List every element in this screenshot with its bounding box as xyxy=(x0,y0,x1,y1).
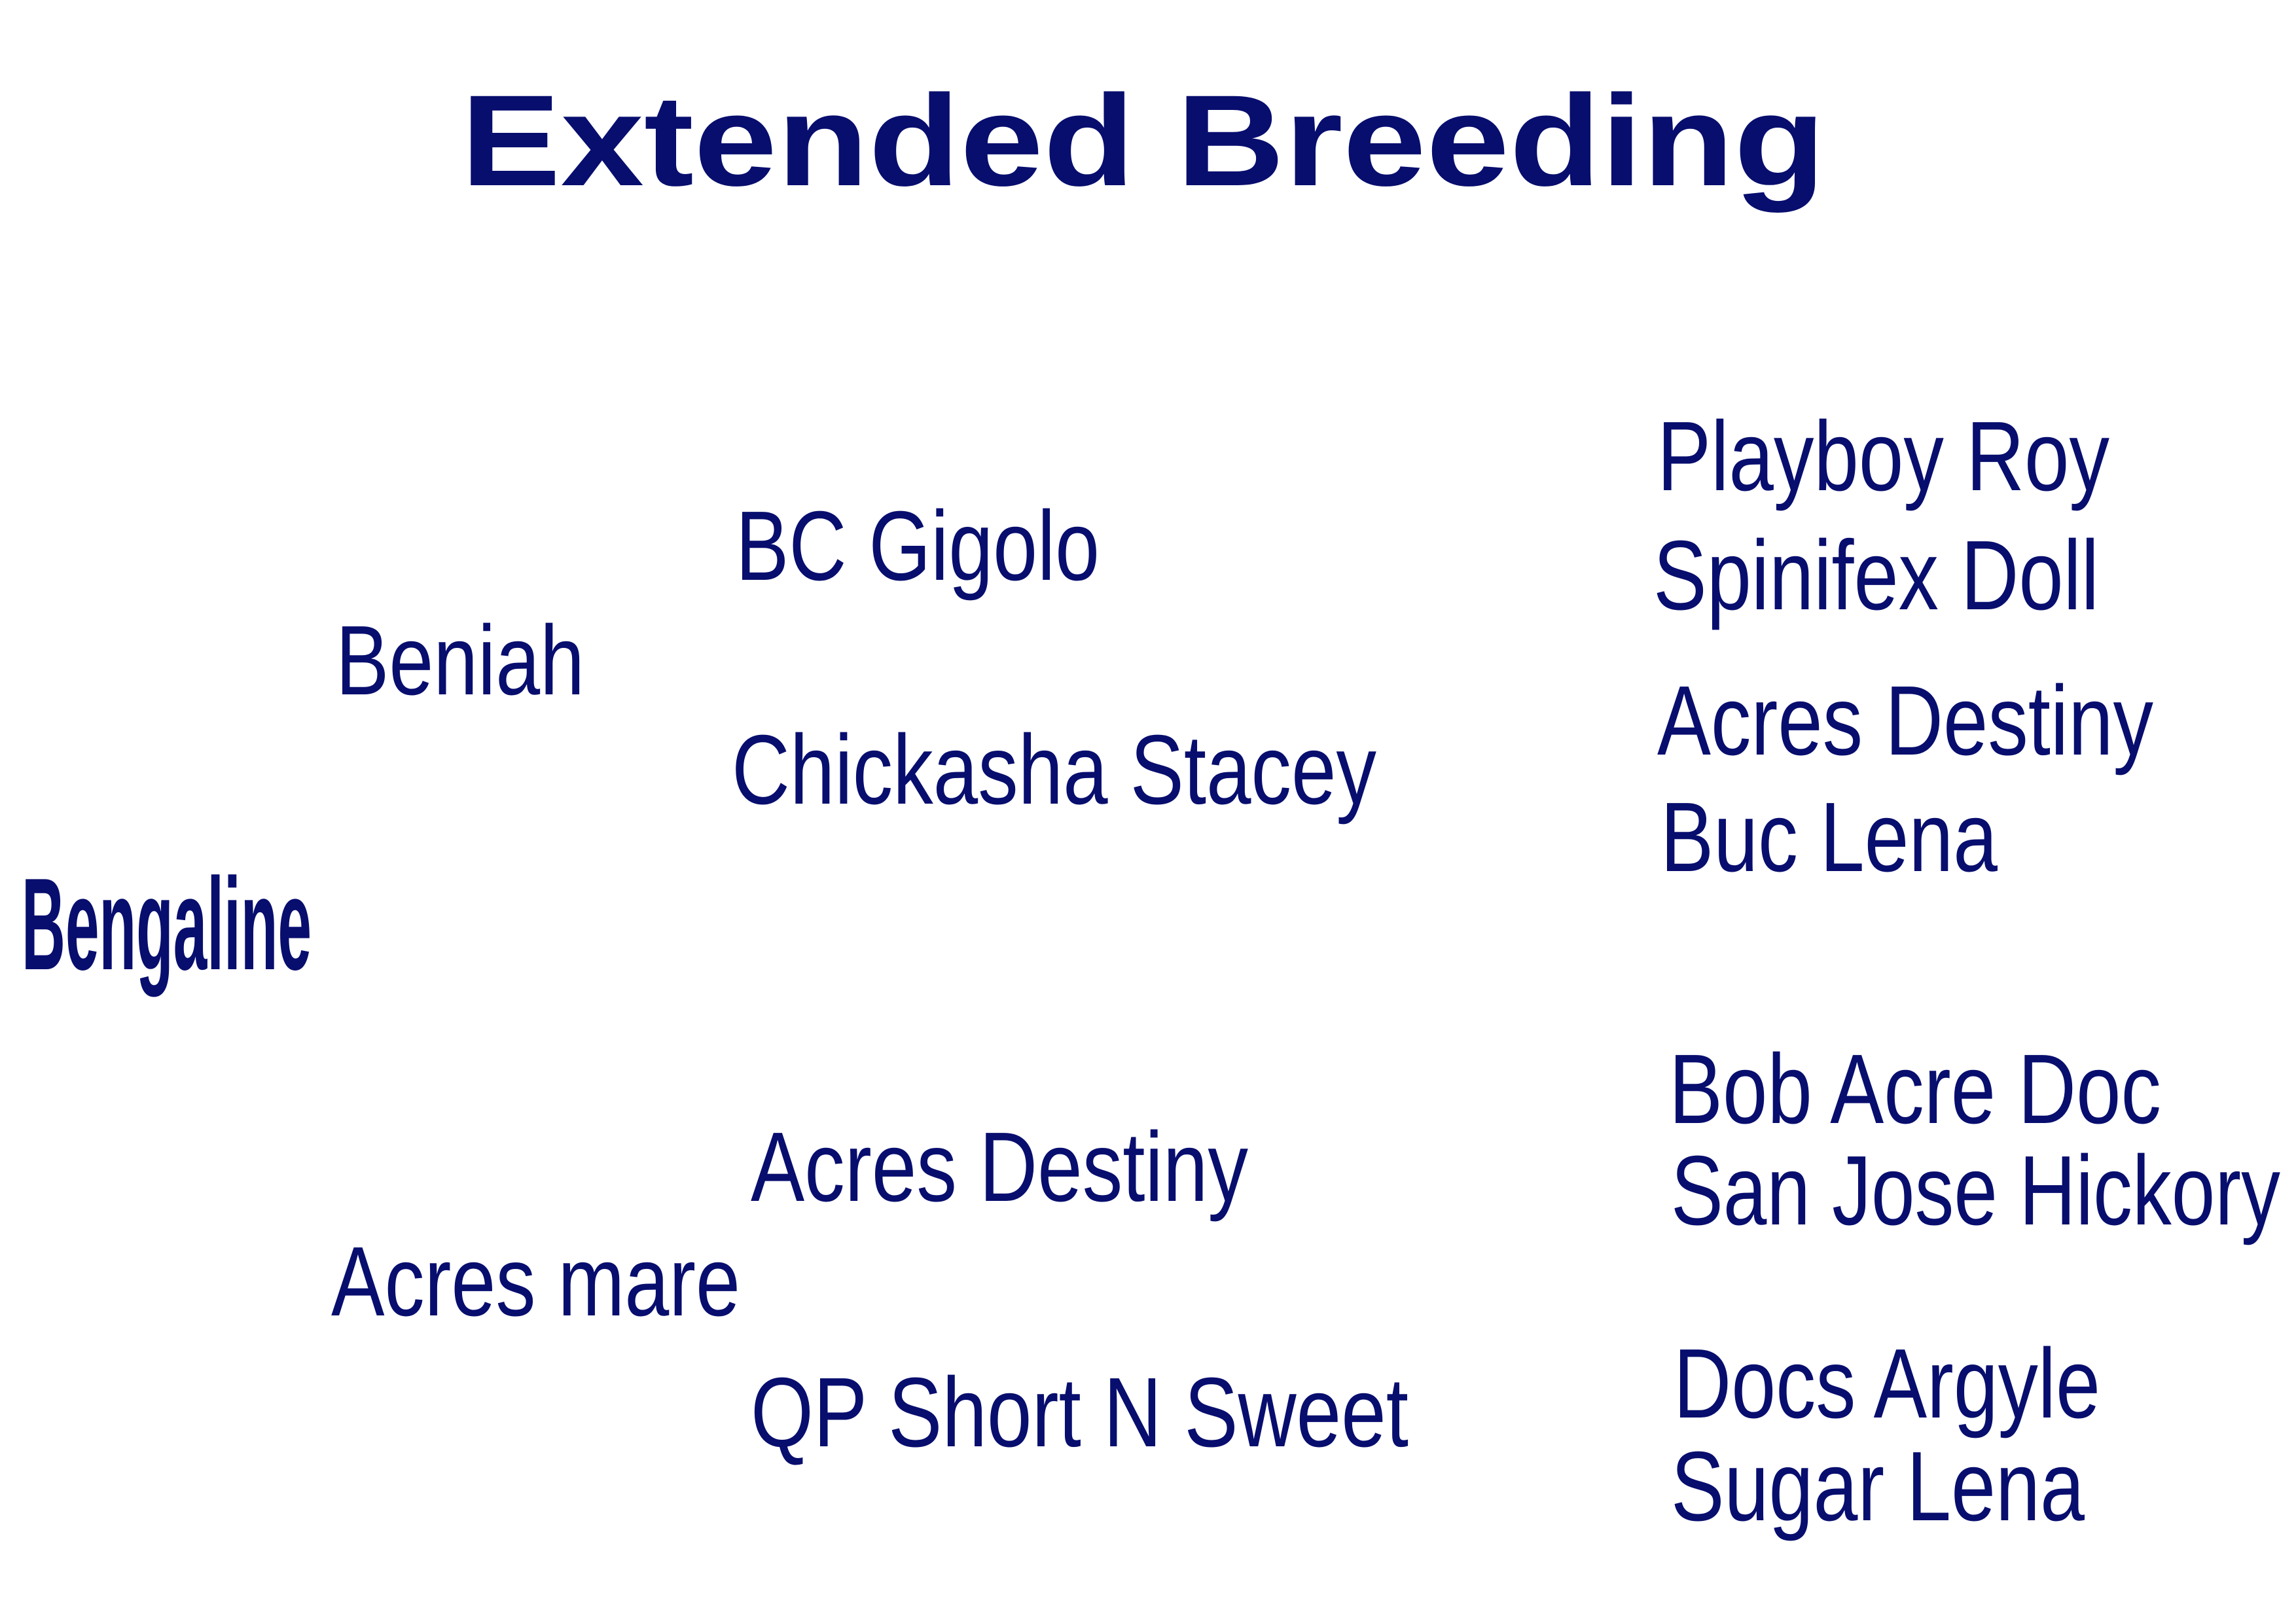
great-grandparent-name: Bob Acre Doc xyxy=(1669,1033,2161,1144)
page-title: Extended Breeding xyxy=(461,68,1825,213)
great-grandparent-name: Docs Argyle xyxy=(1674,1328,2100,1438)
dam-name: Acres mare xyxy=(331,1226,740,1336)
great-grandparent-name: Sugar Lena xyxy=(1671,1431,2085,1541)
great-grandparent-name: Acres Destiny xyxy=(1657,665,2153,776)
dam-dam-name: QP Short N Sweet xyxy=(751,1357,1408,1467)
sire-dam-name: Chickasha Stacey xyxy=(732,714,1376,825)
sire-sire-name: BC Gigolo xyxy=(736,490,1100,601)
sire-name: Beniah xyxy=(336,605,584,715)
great-grandparent-name: Spinifex Doll xyxy=(1653,520,2099,630)
great-grandparent-name: Playboy Roy xyxy=(1657,401,2109,511)
great-grandparent-name: San Jose Hickory xyxy=(1671,1135,2280,1245)
subject-horse-name: Bengaline xyxy=(22,851,312,997)
great-grandparent-name: Buc Lena xyxy=(1660,781,1998,892)
dam-sire-name: Acres Destiny xyxy=(751,1111,1248,1222)
